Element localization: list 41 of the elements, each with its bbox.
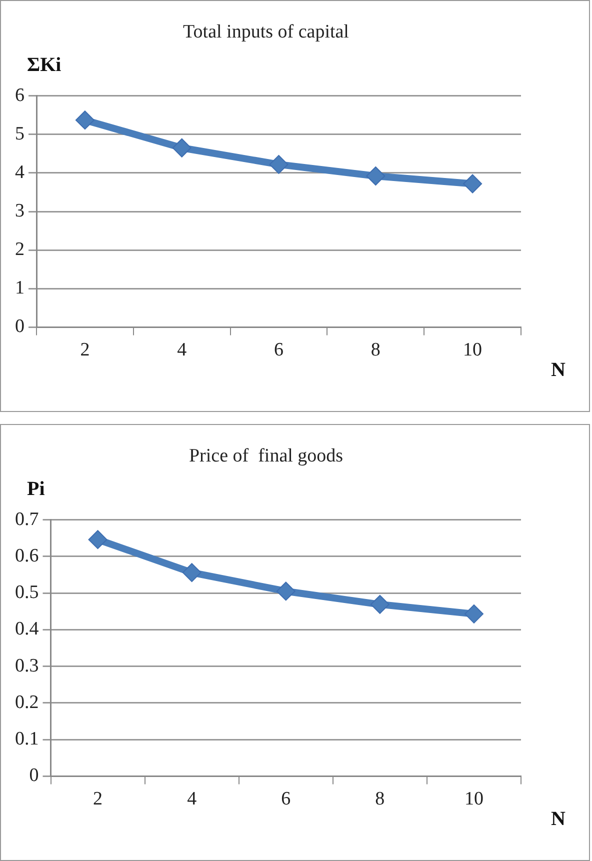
x-tick-label: 2 <box>93 788 103 810</box>
point <box>370 594 390 614</box>
y-tick-label: 0.1 <box>15 728 39 750</box>
y-tick-label: 0.2 <box>15 692 39 713</box>
x-axis-title: N <box>551 808 566 831</box>
x-tick-label: 2 <box>80 340 90 361</box>
point <box>172 138 192 158</box>
y-tick-label: 0 <box>29 765 39 786</box>
x-tick-label: 6 <box>274 340 284 361</box>
point <box>464 604 484 624</box>
x-tick-label: 8 <box>370 340 380 361</box>
x-tick-label: 10 <box>463 340 482 361</box>
point <box>276 582 296 601</box>
y-tick-label: 5 <box>15 123 24 144</box>
x-tick-label: 10 <box>464 788 484 810</box>
point <box>463 174 482 194</box>
y-tick-label: 0 <box>15 316 24 338</box>
x-tick-label: 6 <box>281 788 291 810</box>
y-tick-label: 0.6 <box>15 545 39 566</box>
chart-title: Total inputs of capital <box>183 21 349 42</box>
y-axis-title: Pi <box>27 478 45 501</box>
chart-title: Price of final goods <box>188 445 344 466</box>
y-tick-label: 3 <box>15 200 24 222</box>
y-tick-label: 1 <box>15 278 24 299</box>
x-tick-label: 4 <box>177 340 188 361</box>
point <box>75 110 94 130</box>
y-axis-title: ΣKi <box>27 54 62 77</box>
y-tick-label: 4 <box>15 162 25 183</box>
point <box>366 166 386 186</box>
y-tick-label: 2 <box>15 239 24 260</box>
x-axis-title: N <box>551 359 566 382</box>
x-tick-label: 4 <box>187 788 198 810</box>
y-tick-label: 0.4 <box>15 618 40 640</box>
point <box>269 154 288 174</box>
y-tick-label: 6 <box>15 84 24 106</box>
y-tick-label: 0.7 <box>15 508 39 530</box>
x-tick-label: 8 <box>375 788 385 810</box>
point <box>88 530 108 550</box>
point <box>182 563 202 582</box>
y-tick-label: 0.3 <box>15 655 39 676</box>
y-tick-label: 0.5 <box>15 582 39 604</box>
